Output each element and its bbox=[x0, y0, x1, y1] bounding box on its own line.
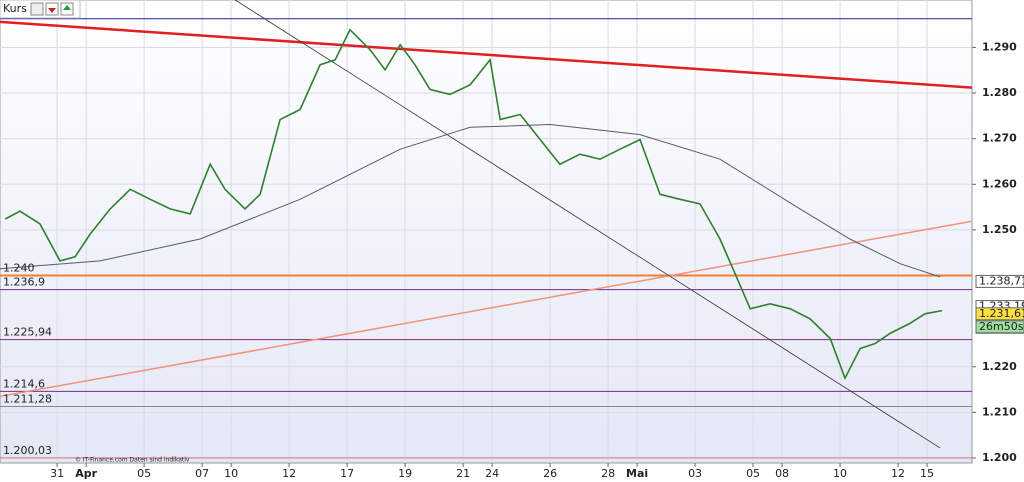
x-tick-label: Apr bbox=[75, 467, 97, 480]
y-tick-label: 1.270 bbox=[982, 132, 1017, 145]
price-label-box bbox=[975, 307, 1024, 321]
trend-line bbox=[234, 0, 941, 449]
y-tick-label: 1.200 bbox=[982, 451, 1017, 464]
level-label: 1.214,6 bbox=[3, 377, 45, 390]
axes: 1.200 1.210 1.220 1.250 1.260 1.270 1.280 1.290… bbox=[3, 40, 1024, 480]
y-tick-label: 1.220 bbox=[982, 360, 1017, 373]
plot-area bbox=[0, 0, 973, 464]
y-tick-label: 1.290 bbox=[982, 40, 1017, 53]
trend-line bbox=[0, 220, 972, 398]
level-label: 1.225,94 bbox=[3, 326, 52, 339]
price-label-box bbox=[975, 274, 1024, 288]
x-tick-label: Mai bbox=[626, 467, 648, 480]
y-tick-label: 1.260 bbox=[982, 177, 1017, 190]
y-tick-label: 1.210 bbox=[982, 405, 1017, 418]
x-tick-label: 03 bbox=[688, 467, 702, 480]
level-label: 1.200,03 bbox=[3, 444, 52, 457]
x-tick-label: 17 bbox=[340, 467, 354, 480]
x-tick-label: 05 bbox=[746, 467, 760, 480]
down-arrow bbox=[48, 8, 56, 13]
x-tick-label: 10 bbox=[833, 467, 847, 480]
x-tick-label: 10 bbox=[224, 467, 238, 480]
level-label: 1.211,28 bbox=[3, 393, 52, 406]
y-tick-label: 1.250 bbox=[982, 223, 1017, 236]
x-tick-label: 08 bbox=[775, 467, 789, 480]
countdown-box bbox=[975, 320, 1024, 334]
footnote: © IT-Finance.com Daten sind indikativ bbox=[75, 457, 190, 464]
price-label: 1.231,61 bbox=[979, 307, 1024, 320]
x-tick-label: 26 bbox=[543, 467, 557, 480]
x-tick-label: 07 bbox=[195, 467, 209, 480]
x-tick-label: 05 bbox=[137, 467, 151, 480]
x-tick-label: 21 bbox=[456, 467, 470, 480]
x-tick-label: 12 bbox=[282, 467, 296, 480]
grid bbox=[0, 0, 972, 463]
chart-title: Kurs bbox=[3, 2, 27, 15]
countdown: 26m50s bbox=[979, 320, 1024, 333]
x-tick-label: 12 bbox=[891, 467, 905, 480]
plot bbox=[0, 0, 972, 459]
price-label: 1.238,71 bbox=[979, 274, 1024, 287]
up-arrow bbox=[63, 5, 71, 10]
x-tick-label: 31 bbox=[50, 467, 64, 480]
x-tick-label: 15 bbox=[920, 467, 934, 480]
level-label: 1.240 bbox=[3, 262, 35, 275]
x-tick-label: 24 bbox=[485, 467, 499, 480]
x-tick-label: 19 bbox=[398, 467, 412, 480]
series-line bbox=[4, 28, 943, 381]
x-tick-label: 28 bbox=[601, 467, 615, 480]
series-line bbox=[0, 123, 941, 278]
level-label: 1.236,9 bbox=[3, 276, 45, 289]
trend-line bbox=[0, 20, 972, 89]
tool-icon[interactable] bbox=[30, 2, 44, 16]
y-tick-label: 1.280 bbox=[982, 86, 1017, 99]
